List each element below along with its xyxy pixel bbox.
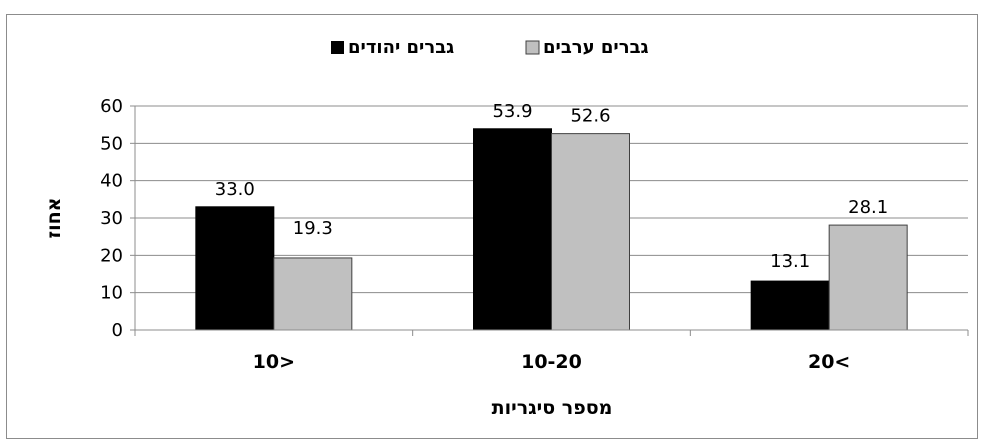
bar [750, 280, 830, 331]
bars [195, 128, 908, 331]
y-tick-label: 30 [100, 208, 123, 229]
y-tick-label: 50 [100, 133, 123, 154]
data-label: 33.0 [215, 179, 255, 200]
y-tick-label: 10 [100, 283, 123, 304]
data-label: 13.1 [770, 251, 810, 272]
legend-label-jewish: גברים יהודים [348, 37, 454, 58]
legend-swatch-arab [525, 40, 540, 55]
bar [828, 224, 908, 331]
x-axis-title: מספר סיגריות [492, 397, 613, 419]
y-tick-label: 40 [100, 171, 123, 192]
bar [473, 128, 552, 331]
data-label: 19.3 [293, 218, 333, 239]
bar [273, 257, 353, 331]
y-tick-label: 60 [100, 96, 123, 117]
x-tick-label: 10-20 [521, 351, 582, 373]
data-label: 52.6 [570, 106, 610, 127]
x-tick-label: 20< [808, 351, 850, 373]
legend-label-arab: גברים ערבים [543, 37, 649, 58]
axes: 0 10 20 30 40 50 60 10> 10-20 20< [100, 96, 969, 373]
y-axis-title: אחוז [43, 197, 65, 238]
y-tick-label: 20 [100, 245, 123, 266]
legend-swatch-jewish [331, 41, 344, 54]
legend: גברים ערבים גברים יהודים [331, 37, 649, 58]
data-label: 28.1 [848, 197, 888, 218]
data-labels: 33.0 19.3 53.9 52.6 13.1 28.1 [215, 101, 888, 272]
y-tick-label: 0 [112, 320, 123, 341]
bar [551, 133, 630, 331]
x-tick-label: 10> [253, 351, 295, 373]
data-label: 53.9 [492, 101, 532, 122]
bar [195, 206, 275, 331]
